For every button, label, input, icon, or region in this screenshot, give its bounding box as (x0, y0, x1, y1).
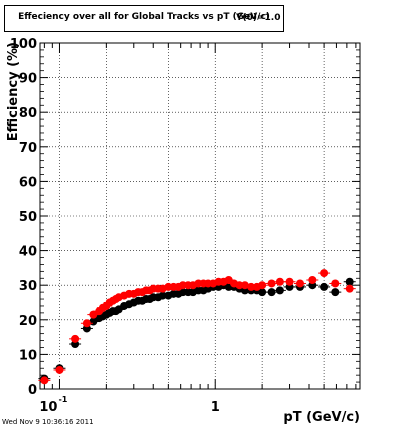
x-axis-label: pT (GeV/c) (283, 410, 360, 425)
x-tick-label-base: 1 (211, 400, 220, 415)
y-tick-label: 40 (19, 245, 37, 260)
data-point (273, 286, 286, 295)
y-tick-label: 20 (19, 314, 37, 329)
marker (258, 281, 267, 290)
y-tick-label: 100 (10, 37, 37, 52)
data-point (343, 277, 356, 286)
data-point (343, 284, 356, 293)
marker (285, 277, 294, 286)
data-point (306, 276, 319, 285)
marker (295, 279, 304, 288)
title-overlay-text: Y(0)=1.0 (235, 13, 281, 23)
marker (40, 376, 49, 385)
data-point (318, 282, 331, 291)
y-tick-label: 80 (19, 106, 37, 121)
marker (71, 334, 80, 343)
data-point (318, 269, 331, 278)
marker (275, 286, 284, 295)
data-point (265, 279, 278, 288)
marker (320, 269, 329, 278)
data-point (265, 288, 278, 297)
marker (267, 288, 276, 297)
y-tick-label: 90 (19, 72, 37, 87)
y-tick-label: 60 (19, 175, 37, 190)
y-tick-label: 30 (19, 279, 37, 294)
data-point (293, 279, 306, 288)
data-point (80, 319, 93, 328)
y-tick-label: 0 (28, 383, 37, 398)
marker (89, 310, 98, 319)
timestamp: Wed Nov 9 10:36:16 2011 (2, 418, 94, 426)
marker (267, 279, 276, 288)
x-tick-label: 10-1 (39, 395, 67, 415)
data-point (69, 334, 82, 343)
series-red (38, 269, 356, 385)
data-point (38, 376, 51, 385)
marker (345, 277, 354, 286)
y-tick-label: 50 (19, 210, 37, 225)
chart-title: Effeciency over all for Global Tracks vs… (18, 12, 270, 22)
marker (258, 288, 267, 297)
x-tick-label: 1 (211, 400, 220, 415)
data-point (53, 365, 66, 374)
x-tick-label-base: 10 (39, 400, 57, 415)
data-point (329, 288, 342, 297)
data-point (283, 277, 296, 286)
chart-title-box: Effeciency over all for Global Tracks vs… (4, 5, 284, 32)
marker (320, 282, 329, 291)
data-point (329, 279, 342, 288)
data-point (256, 281, 269, 290)
marker (275, 277, 284, 286)
marker (82, 319, 91, 328)
y-tick-label: 10 (19, 348, 37, 363)
series-black (38, 277, 356, 383)
marker (345, 284, 354, 293)
y-tick-label: 70 (19, 141, 37, 156)
x-tick-label-exponent: -1 (58, 395, 67, 404)
marker (308, 276, 317, 285)
data-marks (38, 269, 356, 385)
marker (331, 279, 340, 288)
grid-layer (40, 43, 360, 389)
marker (55, 365, 64, 374)
marker (331, 288, 340, 297)
y-axis-label: Efficiency (%) (6, 42, 21, 141)
